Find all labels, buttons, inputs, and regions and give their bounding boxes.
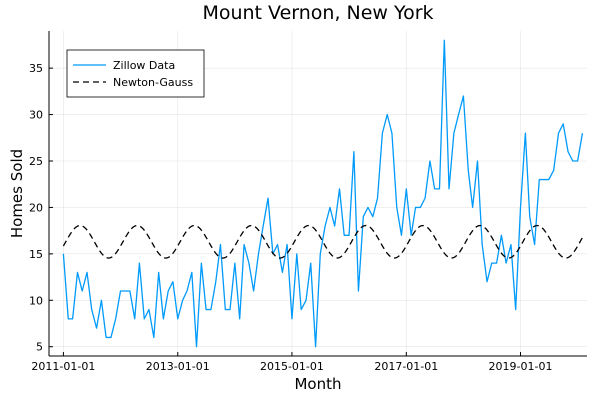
y-tick-label: 10: [29, 294, 43, 307]
series-layer: [62, 39, 584, 348]
y-tick-label: 20: [29, 201, 43, 214]
chart-title: Mount Vernon, New York: [202, 2, 433, 24]
y-tick-label: 30: [29, 109, 43, 122]
y-tick-label: 35: [29, 62, 43, 75]
y-tick-label: 5: [36, 341, 43, 354]
y-tick-label: 15: [29, 248, 43, 261]
x-tick-label: 2013-01-01: [146, 360, 210, 373]
grid: [49, 31, 587, 356]
x-axis-label: Month: [294, 375, 341, 393]
legend-label: Newton-Gauss: [113, 76, 193, 89]
series-line-newton-gauss: [62, 224, 584, 259]
axes: 2011-01-01 2013-01-01 2015-01-01 2017-01-01…: [29, 31, 587, 373]
x-tick-label: 2011-01-01: [31, 360, 95, 373]
legend: Zillow Data Newton-Gauss: [66, 49, 205, 98]
x-tick-label: 2019-01-01: [489, 360, 553, 373]
legend-box: [66, 49, 205, 98]
series-line-zillow-data: [62, 39, 584, 348]
x-tick-label: 2015-01-01: [260, 360, 324, 373]
y-tick-label: 25: [29, 155, 43, 168]
legend-label: Zillow Data: [113, 59, 175, 72]
x-tick-label: 2017-01-01: [374, 360, 438, 373]
y-axis-label: Homes Sold: [8, 149, 26, 238]
